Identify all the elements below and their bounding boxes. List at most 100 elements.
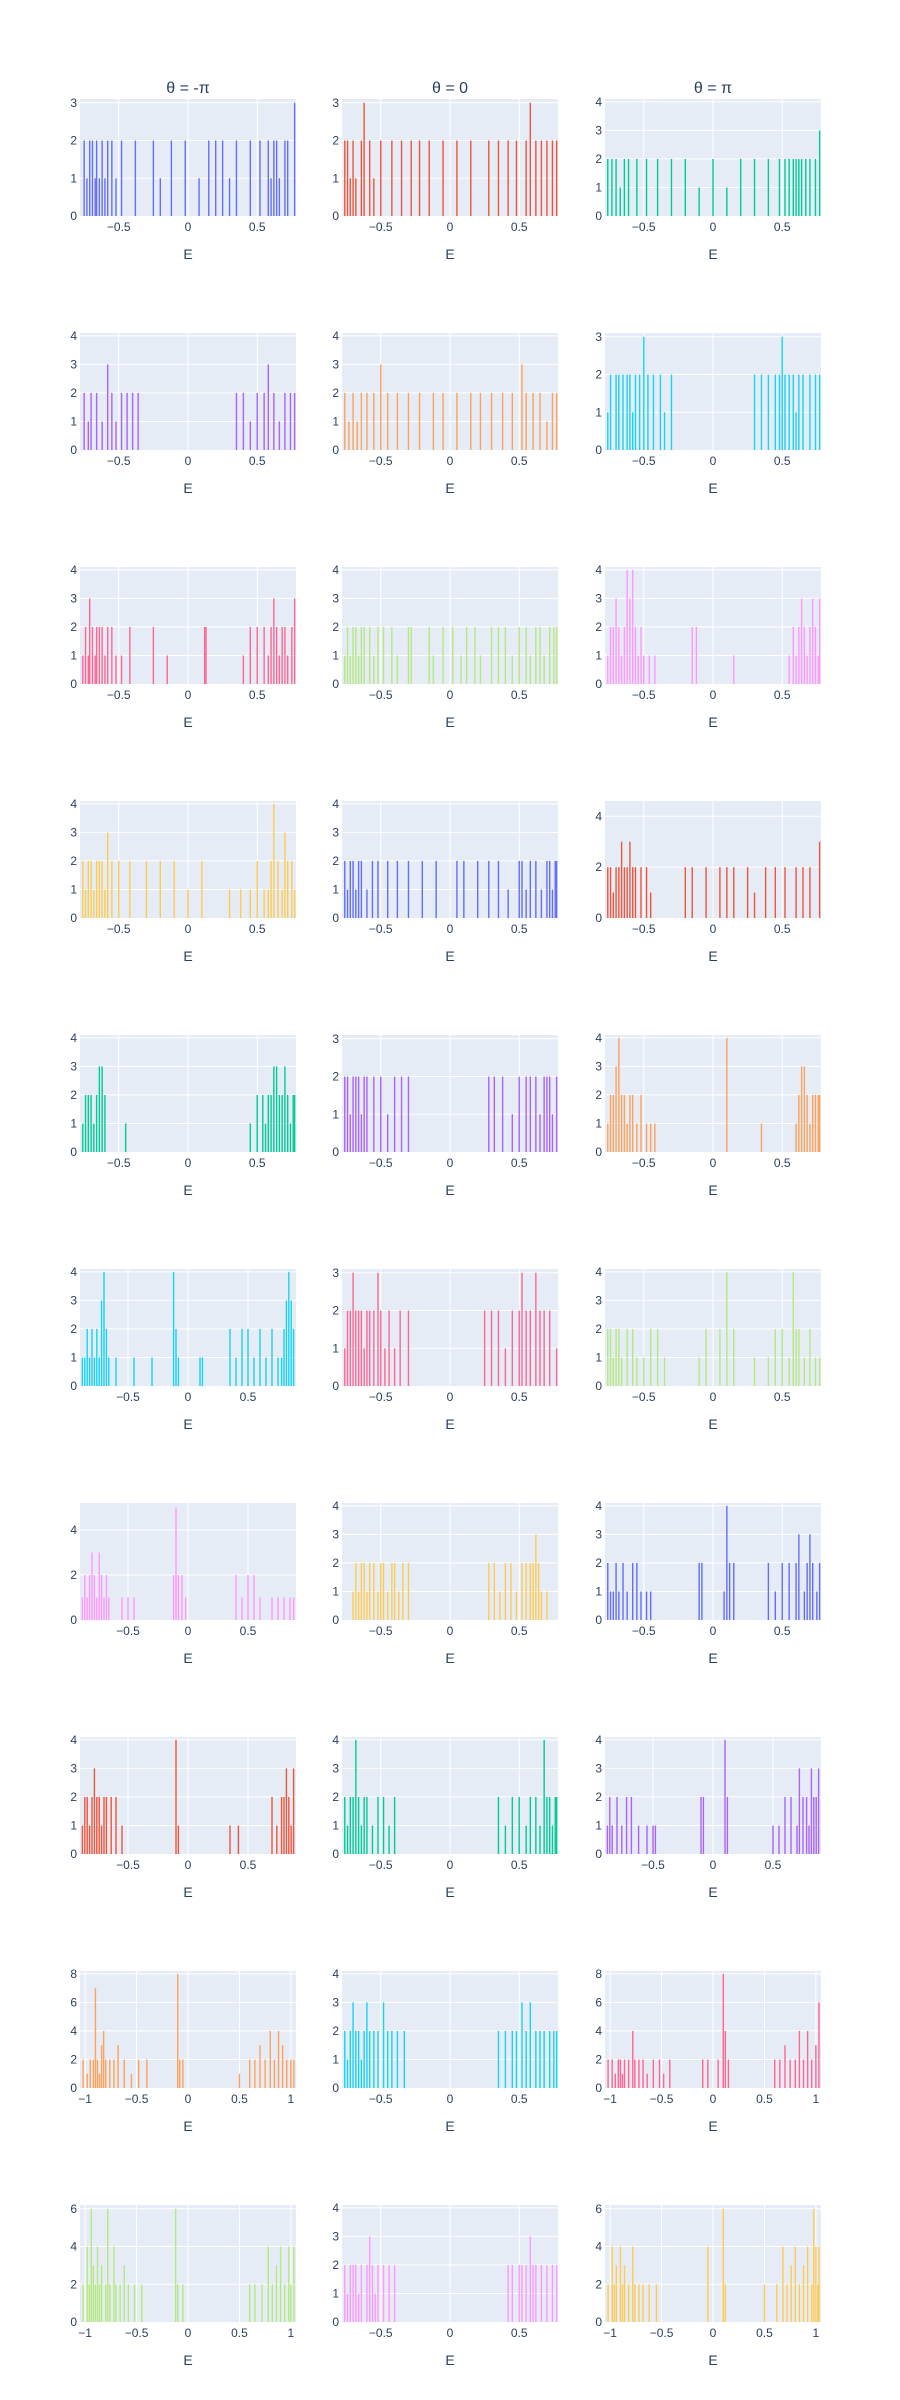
bar [88, 140, 91, 216]
bar [723, 1591, 725, 1620]
bar [702, 1796, 705, 1854]
bar [551, 1825, 554, 1854]
panel-r3-c3: 0 1 2 3 4 −0.5 0 0.5 E [595, 563, 821, 730]
bar [273, 140, 275, 216]
y-tick-label: 2 [595, 2052, 602, 2066]
bar [631, 412, 634, 450]
bar [493, 1076, 496, 1152]
bar [82, 655, 84, 684]
bar [400, 1076, 403, 1152]
bar [796, 1825, 798, 1854]
bar [106, 364, 109, 450]
bar [551, 889, 554, 918]
y-tick-label: 2 [70, 386, 77, 400]
bar [344, 860, 346, 918]
bar [535, 626, 537, 684]
y-tick-label: 0 [595, 443, 602, 457]
bar [93, 1357, 96, 1386]
bar [121, 1597, 123, 1620]
bar [259, 140, 261, 216]
bar [618, 1037, 620, 1152]
y-tick-label: 2 [332, 1556, 339, 1570]
bar [386, 1114, 389, 1152]
bar [691, 626, 693, 684]
bar [371, 1825, 374, 1854]
bar [539, 1310, 541, 1386]
bar [493, 1562, 496, 1620]
bar [808, 1825, 810, 1854]
bar [278, 178, 281, 216]
bar [794, 2059, 796, 2088]
y-tick-label: 2 [70, 134, 77, 148]
x-tick-label: 0 [185, 1390, 192, 1404]
bar [627, 158, 630, 216]
y-tick-label: 1 [595, 180, 602, 194]
bar [802, 2059, 805, 2088]
bar [273, 1066, 275, 1152]
bar [781, 1328, 783, 1386]
bar [529, 102, 532, 216]
bar [283, 2284, 286, 2322]
bar [612, 1357, 615, 1386]
x-tick-label: 0.5 [240, 1390, 257, 1404]
bar [788, 374, 790, 450]
bar [774, 867, 777, 918]
bar [499, 1591, 501, 1620]
bar [293, 2246, 295, 2322]
bar [363, 1562, 365, 1620]
bar [184, 140, 186, 216]
bar [615, 867, 617, 918]
bar [733, 1328, 735, 1386]
bar [428, 626, 430, 684]
y-tick-label: 2 [70, 854, 77, 868]
bar [126, 392, 128, 450]
panel-r7-c3: 0 1 2 3 4 −0.5 0 0.5 E [595, 1499, 821, 1666]
bar [460, 655, 462, 684]
bar [726, 1505, 728, 1620]
bar [636, 1357, 638, 1386]
bar [763, 2284, 766, 2322]
bar [391, 1562, 393, 1620]
x-axis-title: E [708, 1650, 717, 1666]
bar [355, 2030, 357, 2088]
bar [488, 1562, 490, 1620]
bar [98, 2073, 101, 2088]
x-tick-label: 0 [447, 220, 454, 234]
bar [435, 860, 437, 918]
bar [511, 1310, 514, 1386]
bar [733, 655, 735, 684]
x-tick-label: 0.5 [765, 1858, 782, 1872]
bar [256, 626, 258, 684]
bar [802, 867, 804, 918]
bar [407, 626, 410, 684]
bar [815, 1796, 817, 1854]
y-tick-label: 3 [332, 357, 339, 371]
y-tick-label: 1 [332, 1341, 339, 1355]
x-tick-label: −0.5 [369, 2326, 393, 2340]
panel-r1-c3: 0 1 2 3 4 −0.5 0 0.5 E [595, 95, 821, 262]
y-tick-label: 0 [70, 1613, 77, 1627]
bar [479, 392, 482, 450]
bar [636, 1123, 638, 1152]
bar [521, 364, 523, 450]
bar [399, 1310, 401, 1386]
y-tick-label: 8 [595, 1967, 602, 1981]
bar [649, 1123, 652, 1152]
y-tick-label: 1 [70, 1350, 77, 1364]
y-tick-label: 4 [70, 563, 77, 577]
bar [540, 1591, 543, 1620]
bar [262, 1094, 264, 1152]
bar [518, 1310, 520, 1386]
y-tick-label: 1 [70, 882, 77, 896]
bar [400, 140, 403, 216]
bar [814, 1094, 817, 1152]
bar [795, 412, 797, 450]
bar [617, 2059, 620, 2088]
bar [127, 1597, 129, 1620]
bar [391, 140, 393, 216]
bar [120, 655, 123, 684]
x-tick-label: −0.5 [116, 1390, 140, 1404]
y-tick-label: 3 [332, 1266, 339, 1280]
y-tick-label: 4 [595, 95, 602, 109]
bar [366, 1796, 368, 1854]
